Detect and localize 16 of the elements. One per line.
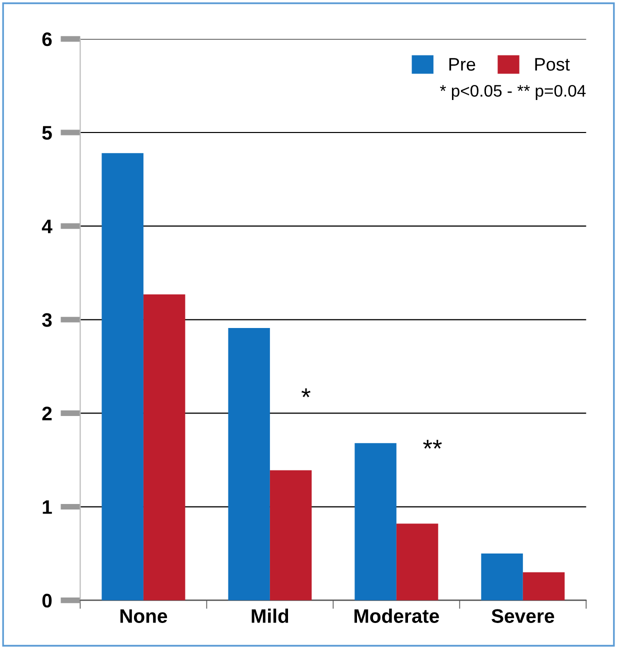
- y-tick-label: 6: [42, 32, 52, 46]
- legend-label: Pre: [449, 58, 476, 71]
- x-tick-label: Mild: [252, 608, 288, 623]
- x-tick-label: Severe: [492, 609, 554, 623]
- x-tick-label: None: [120, 609, 168, 623]
- y-tick-label: 0: [42, 594, 52, 608]
- annotation: * p<0.05 - ** p=0.04: [440, 84, 586, 100]
- x-tick-label: Moderate: [354, 608, 439, 623]
- y-tick-label: 3: [42, 313, 52, 327]
- annotation: **: [423, 440, 442, 449]
- legend-label: Post: [535, 58, 570, 71]
- y-tick-label: 2: [42, 406, 52, 420]
- y-tick-label: 1: [42, 500, 52, 514]
- y-tick-label: 5: [42, 126, 52, 140]
- annotation: *: [302, 388, 310, 398]
- y-tick-label: 4: [42, 220, 52, 234]
